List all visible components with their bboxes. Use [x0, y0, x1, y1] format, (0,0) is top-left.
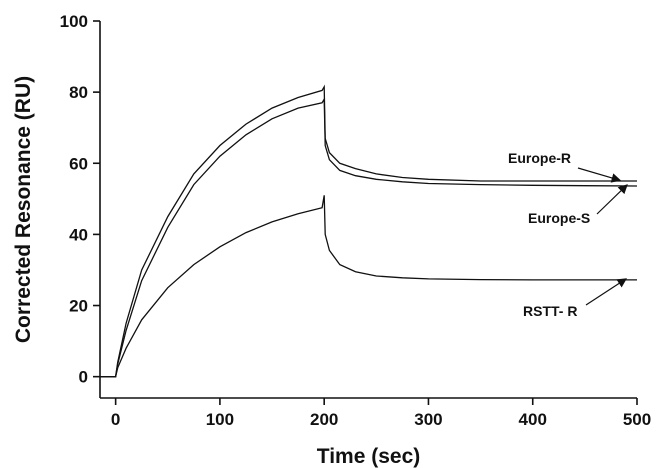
- y-tick-label: 40: [69, 225, 88, 244]
- x-tick-label: 300: [414, 410, 442, 429]
- x-tick-label: 100: [206, 410, 234, 429]
- series-annotation: RSTT- R: [523, 303, 577, 319]
- annotation-layer: Europe-R Europe-S RSTT- R: [508, 150, 628, 319]
- series-line: [100, 96, 638, 378]
- series-annotation: Europe-S: [528, 210, 590, 226]
- plot-frame: [99, 21, 637, 399]
- x-tick-label: 500: [623, 410, 651, 429]
- y-axis-title: Corrected Resonance (RU): [12, 76, 35, 343]
- x-axis-title: Time (sec): [317, 445, 421, 468]
- y-tick-label: 80: [69, 83, 88, 102]
- series-line: [100, 195, 637, 378]
- y-tick-label: 20: [69, 297, 88, 316]
- annotation-arrow: [585, 278, 628, 306]
- series-layer: [100, 84, 638, 378]
- y-tick-label: 100: [60, 12, 88, 31]
- y-axis-ticks: 0 20 40 60 80 100: [60, 12, 100, 387]
- annotation-arrow: [596, 184, 628, 215]
- annotation-arrow: [577, 167, 622, 183]
- x-axis-ticks: 0 100 200 300 400 500: [111, 398, 651, 429]
- x-tick-label: 0: [111, 410, 120, 429]
- series-annotation: Europe-R: [508, 150, 571, 166]
- y-tick-label: 0: [79, 368, 88, 387]
- x-tick-label: 400: [519, 410, 547, 429]
- x-tick-label: 200: [310, 410, 338, 429]
- y-tick-label: 60: [69, 154, 88, 173]
- series-line: [100, 84, 637, 378]
